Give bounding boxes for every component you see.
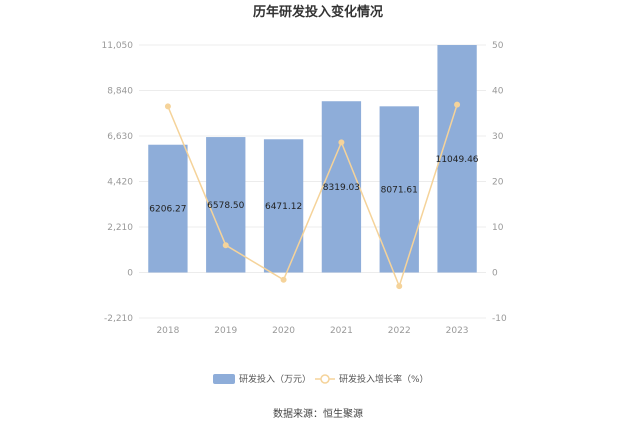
bar-value-label: 8071.61 xyxy=(381,185,418,195)
bar-2023 xyxy=(437,45,477,273)
growth-rate-point-2023 xyxy=(454,101,461,108)
y-left-tick-label: -2,210 xyxy=(104,314,133,324)
axis-tick-labels: 11,050 8,840 6,630 4,420 2,210 0 -2,210 50 40 30 2… xyxy=(102,41,507,336)
y-right-tick-label: 0 xyxy=(492,269,498,279)
legend-bar-swatch xyxy=(213,374,235,384)
chart-title: 历年研发投入变化情况 xyxy=(253,4,383,20)
bar-series xyxy=(148,45,477,273)
y-left-tick-label: 4,420 xyxy=(107,178,133,188)
y-left-tick-label: 2,210 xyxy=(107,223,133,233)
y-right-tick-label: 40 xyxy=(492,87,504,97)
x-tick-label: 2022 xyxy=(388,326,411,336)
x-tick-label: 2023 xyxy=(446,326,469,336)
bar-value-label: 8319.03 xyxy=(323,183,360,193)
x-tick-label: 2021 xyxy=(330,326,353,336)
y-left-tick-label: 6,630 xyxy=(107,132,133,142)
growth-rate-line xyxy=(167,104,458,289)
x-tick-label: 2019 xyxy=(214,326,237,336)
bar-2018 xyxy=(148,144,188,273)
legend: 研发投入（万元） 研发投入增长率（%） xyxy=(213,373,429,385)
source-note: 数据来源：恒生聚源 xyxy=(273,407,363,420)
legend-line-marker xyxy=(320,374,330,384)
y-left-tick-label: 11,050 xyxy=(102,41,134,51)
y-right-tick-label: 30 xyxy=(492,132,504,142)
y-right-tick-label: 50 xyxy=(492,41,504,51)
legend-line-label: 研发投入增长率（%） xyxy=(339,373,429,385)
y-right-tick-label: -10 xyxy=(492,314,507,324)
y-left-tick-label: 8,840 xyxy=(107,87,133,97)
bar-value-label: 6578.50 xyxy=(207,201,244,211)
grid-lines xyxy=(139,44,486,319)
y-left-tick-label: 0 xyxy=(127,269,133,279)
y-right-tick-label: 20 xyxy=(492,178,504,188)
bar-2021 xyxy=(321,101,362,273)
bar-value-label: 6206.27 xyxy=(149,205,186,215)
growth-rate-point-2021 xyxy=(338,139,345,146)
growth-rate-point-2020 xyxy=(280,276,287,283)
bar-2019 xyxy=(206,137,246,273)
x-tick-label: 2020 xyxy=(272,326,295,336)
x-tick-label: 2018 xyxy=(156,326,179,336)
growth-rate-point-2022 xyxy=(396,283,403,290)
bar-value-label: 11049.46 xyxy=(436,155,479,165)
line-series xyxy=(164,101,461,290)
legend-bar-label: 研发投入（万元） xyxy=(239,373,311,385)
bar-value-labels: 6206.27 6578.50 6471.12 8319.03 8071.61 11049… xyxy=(149,155,479,215)
bar-value-label: 6471.12 xyxy=(265,202,302,212)
growth-rate-point-2018 xyxy=(164,103,171,110)
y-right-tick-label: 10 xyxy=(492,223,504,233)
growth-rate-point-2019 xyxy=(222,242,229,249)
